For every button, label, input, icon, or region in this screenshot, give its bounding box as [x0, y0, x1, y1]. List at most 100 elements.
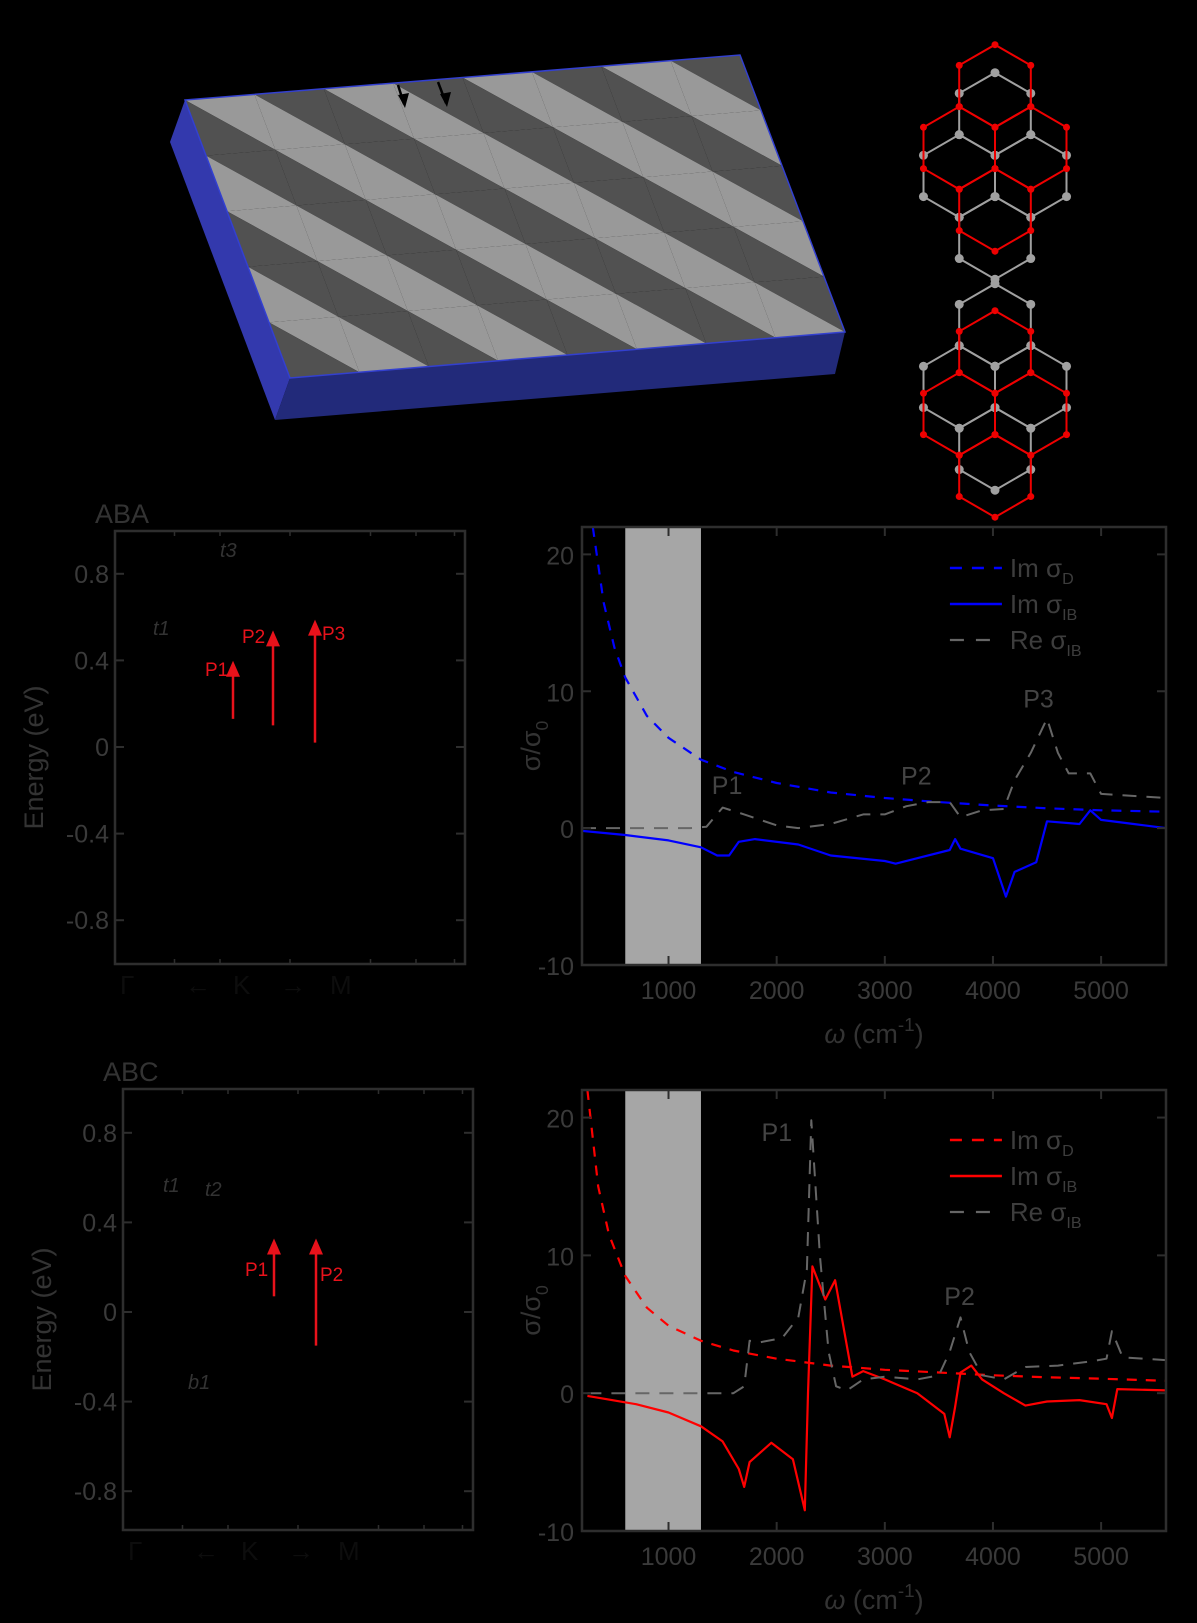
slab-front-face — [275, 332, 845, 420]
series-line-0 — [591, 527, 1166, 813]
x-axis-label: ω (cm-1) — [824, 1015, 923, 1049]
peak-label: P1 — [712, 772, 743, 800]
domain-triangle — [414, 133, 505, 189]
x-tick-label: 3000 — [857, 1543, 913, 1571]
series-line-0 — [586, 1090, 1166, 1382]
domain-triangle — [594, 232, 686, 289]
k-path-label: → — [288, 1536, 314, 1566]
atom-dot — [1026, 299, 1036, 309]
y-tick-label: 0.8 — [74, 561, 109, 589]
domain-triangle — [552, 127, 644, 183]
atom-dot — [918, 192, 928, 202]
shaded-region — [625, 1090, 701, 1531]
domain-triangle — [435, 188, 526, 244]
x-tick-label: 5000 — [1073, 1543, 1129, 1571]
chart-axes-box — [580, 525, 1168, 967]
domain-triangle — [407, 305, 499, 361]
x-tick-label: 1000 — [641, 977, 697, 1005]
arrowhead-icon — [266, 630, 280, 647]
peak-label: P2 — [901, 762, 932, 790]
atom-dot — [1063, 431, 1071, 439]
domain-triangle — [317, 255, 408, 311]
domain-triangle — [733, 226, 824, 283]
legend-entry: Re σIB — [1010, 625, 1082, 660]
atom-dot — [954, 423, 964, 433]
y-tick-label: 0 — [103, 1299, 117, 1327]
domain-triangle — [386, 255, 478, 311]
domain-triangle — [275, 149, 366, 206]
chart-axes-box — [580, 1088, 1168, 1533]
k-path-label: Γ — [120, 970, 134, 1000]
domain-triangle — [317, 261, 408, 317]
domain-triangle — [227, 205, 318, 262]
y-tick-label: -10 — [538, 953, 574, 981]
domain-triangle — [344, 144, 436, 200]
domain-triangle — [643, 171, 734, 227]
series-line-1 — [587, 1265, 1166, 1512]
domain-triangle — [594, 238, 686, 294]
domain-triangle — [227, 211, 318, 267]
k-path-label: ← — [193, 1536, 219, 1566]
transition-label: P1 — [205, 660, 228, 681]
y-tick-label: -0.4 — [66, 821, 109, 849]
y-axis-label: Energy (eV) — [27, 1247, 57, 1391]
domain-triangle — [546, 299, 637, 355]
x-tick-label: 1000 — [641, 1543, 697, 1571]
domain-triangle — [504, 188, 595, 244]
y-tick-label: -10 — [538, 1519, 574, 1547]
y-axis-label: σ/σ0 — [516, 1285, 552, 1336]
k-path-label: M — [338, 1536, 360, 1566]
atom-dot — [919, 389, 927, 397]
transition-label: P2 — [242, 627, 265, 648]
domain-triangle — [754, 282, 845, 338]
domain-triangle — [386, 249, 478, 306]
atom-dot — [991, 247, 999, 255]
atom-dot — [990, 192, 1000, 202]
atom-dot — [990, 68, 1000, 78]
y-tick-label: -0.8 — [74, 1478, 117, 1506]
x-tick-label: 4000 — [965, 977, 1021, 1005]
k-path-label: M — [330, 970, 352, 1000]
legend-entry: Im σIB — [1010, 589, 1077, 624]
atom-dot — [919, 123, 927, 131]
slab-left-face — [170, 100, 290, 420]
atom-dot — [954, 254, 964, 264]
atom-dot — [990, 361, 1000, 371]
domain-triangle — [185, 94, 276, 150]
series-line-1 — [582, 809, 1166, 898]
atom-dot — [990, 485, 1000, 495]
atom-dot — [955, 103, 963, 111]
stacking-diagrams — [918, 41, 1072, 521]
domain-triangle — [664, 226, 755, 283]
y-tick-label: 0.4 — [82, 1209, 117, 1237]
y-tick-label: 20 — [546, 1106, 574, 1134]
atom-dot — [991, 123, 999, 131]
domain-triangle — [323, 88, 415, 145]
conductivity-chart-abc: 1000 2000 3000 4000 5000 -10 0 10 20 ω (cm-1) σ/σ0… — [516, 1088, 1168, 1615]
y-tick-label: 0 — [95, 734, 109, 762]
atom-dot — [1027, 103, 1035, 111]
y-tick-label: 10 — [546, 679, 574, 707]
domain-triangle — [685, 282, 776, 338]
domain-triangle — [601, 60, 692, 116]
domain-triangle — [462, 71, 553, 128]
y-axis-label: Energy (eV) — [19, 685, 49, 829]
atom-dot — [1062, 361, 1072, 371]
domain-triangle — [712, 165, 803, 222]
domain-triangle — [365, 194, 457, 250]
k-path-label: Γ — [128, 1536, 142, 1566]
domain-triangle — [733, 221, 824, 277]
transition-label: P2 — [320, 1265, 343, 1286]
y-tick-label: 10 — [546, 1243, 574, 1271]
atom-dot — [991, 307, 999, 315]
y-tick-label: 0.8 — [82, 1120, 117, 1148]
atom-dot — [919, 431, 927, 439]
domain-triangle — [296, 205, 387, 262]
domain-triangle — [546, 293, 637, 350]
atom-dot — [991, 431, 999, 439]
x-tick-label: 2000 — [749, 1543, 805, 1571]
arrowhead-icon — [267, 1238, 281, 1255]
atom-dot — [1063, 123, 1071, 131]
band-label: t1 — [153, 618, 170, 640]
x-tick-label: 4000 — [965, 1543, 1021, 1571]
